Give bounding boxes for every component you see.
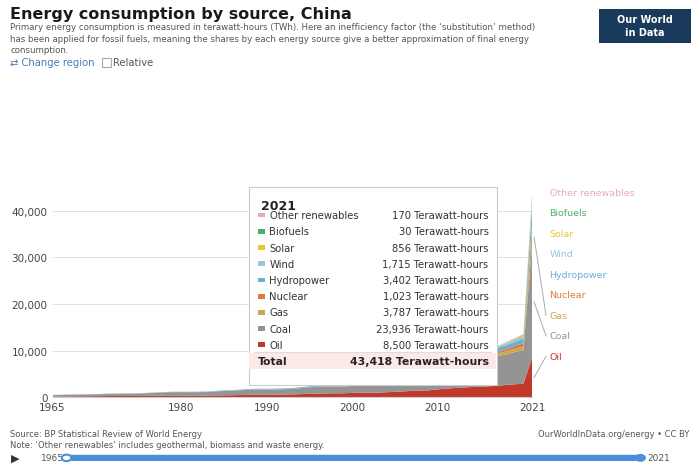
- Text: Hydropower: Hydropower: [550, 270, 607, 279]
- Text: Wind: Wind: [270, 259, 295, 269]
- Text: Oil: Oil: [550, 352, 562, 361]
- Text: Other renewables: Other renewables: [550, 188, 634, 197]
- Text: 43,418 Terawatt-hours: 43,418 Terawatt-hours: [349, 357, 489, 366]
- Text: Nuclear: Nuclear: [550, 291, 586, 299]
- Text: 23,936 Terawatt-hours: 23,936 Terawatt-hours: [377, 324, 489, 334]
- Text: ⇄ Change region: ⇄ Change region: [10, 58, 95, 68]
- Text: Coal: Coal: [550, 332, 570, 340]
- Text: Total: Total: [258, 357, 287, 366]
- Text: Our World
in Data: Our World in Data: [617, 15, 673, 38]
- Text: 1,023 Terawatt-hours: 1,023 Terawatt-hours: [383, 292, 489, 301]
- Text: Coal: Coal: [270, 324, 291, 334]
- Text: 1,715 Terawatt-hours: 1,715 Terawatt-hours: [382, 259, 489, 269]
- Text: 2021: 2021: [261, 200, 296, 213]
- Text: Note: ‘Other renewables’ includes geothermal, biomass and waste energy.: Note: ‘Other renewables’ includes geothe…: [10, 440, 325, 449]
- Text: OurWorldInData.org/energy • CC BY: OurWorldInData.org/energy • CC BY: [538, 429, 690, 438]
- Text: Primary energy consumption is measured in terawatt-hours (TWh). Here an ineffici: Primary energy consumption is measured i…: [10, 23, 536, 55]
- Text: Gas: Gas: [270, 308, 288, 317]
- Text: Source: BP Statistical Review of World Energy: Source: BP Statistical Review of World E…: [10, 429, 202, 438]
- Text: Wind: Wind: [550, 250, 573, 258]
- Text: Gas: Gas: [550, 311, 568, 320]
- Text: Biofuels: Biofuels: [550, 209, 587, 218]
- Text: Solar: Solar: [270, 243, 295, 253]
- Text: Hydropower: Hydropower: [270, 276, 330, 285]
- Text: 3,402 Terawatt-hours: 3,402 Terawatt-hours: [383, 276, 489, 285]
- Text: Other renewables: Other renewables: [270, 211, 358, 220]
- Text: 856 Terawatt-hours: 856 Terawatt-hours: [392, 243, 489, 253]
- Text: ▶: ▶: [10, 453, 19, 463]
- Text: Nuclear: Nuclear: [270, 292, 308, 301]
- Text: 30 Terawatt-hours: 30 Terawatt-hours: [398, 227, 489, 237]
- Text: 3,787 Terawatt-hours: 3,787 Terawatt-hours: [383, 308, 489, 317]
- Text: 8,500 Terawatt-hours: 8,500 Terawatt-hours: [383, 340, 489, 350]
- Text: 170 Terawatt-hours: 170 Terawatt-hours: [392, 211, 489, 220]
- Text: Oil: Oil: [270, 340, 283, 350]
- Text: Solar: Solar: [550, 229, 574, 238]
- Text: 2021: 2021: [648, 454, 671, 462]
- Text: 1965: 1965: [41, 454, 64, 462]
- Text: Biofuels: Biofuels: [270, 227, 309, 237]
- Text: Energy consumption by source, China: Energy consumption by source, China: [10, 7, 352, 22]
- Text: Relative: Relative: [113, 58, 154, 68]
